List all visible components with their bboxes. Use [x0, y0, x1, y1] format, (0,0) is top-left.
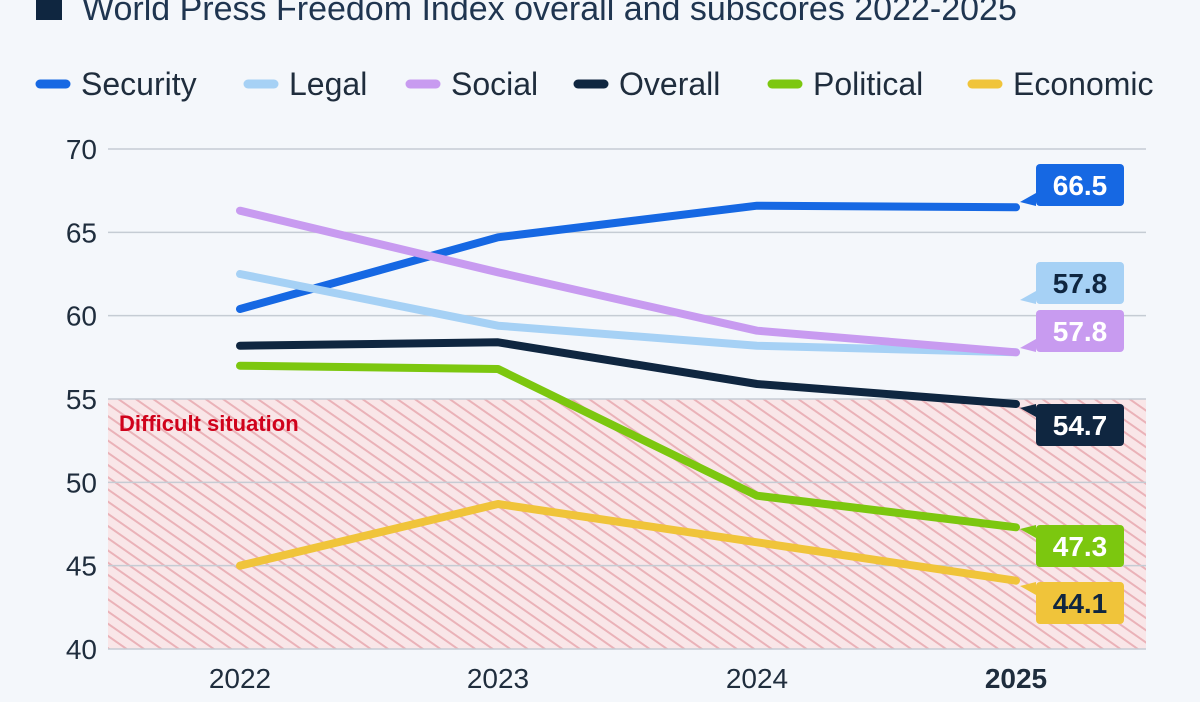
legend-item-legal: Legal [243, 66, 367, 102]
end-label-value: 57.8 [1053, 316, 1108, 347]
legend-item-political: Political [767, 66, 923, 102]
legend-label: Legal [289, 66, 367, 102]
end-label-value: 47.3 [1053, 531, 1108, 562]
legend-label: Overall [619, 66, 720, 102]
end-label-pointer [1020, 291, 1036, 304]
end-label-pointer [1020, 525, 1036, 538]
series-line-economic [236, 500, 1020, 585]
series-line-security [236, 201, 1020, 313]
end-label-social: 57.8 [1020, 310, 1124, 352]
end-label-overall: 54.7 [1020, 404, 1124, 446]
x-tick-label: 2024 [726, 663, 788, 694]
end-label-economic: 44.1 [1020, 582, 1124, 624]
zone-label: Difficult situation [119, 411, 299, 436]
end-label-box [1036, 310, 1124, 352]
gridlines [108, 148, 1146, 650]
legend: Security Legal Social Overall Political Econo… [35, 66, 1154, 102]
end-label-value: 66.5 [1053, 170, 1108, 201]
end-label-value: 44.1 [1053, 588, 1108, 619]
series-lines [236, 201, 1020, 585]
end-label-security: 66.5 [1020, 164, 1124, 206]
series-line-political [236, 361, 1020, 532]
end-label-pointer [1020, 404, 1036, 417]
series-line-social [236, 206, 1020, 357]
end-label-box [1036, 582, 1124, 624]
end-label-box [1036, 404, 1124, 446]
x-tick-label: 2025 [985, 663, 1047, 694]
y-tick-label: 70 [66, 134, 97, 165]
end-label-legal: 57.8 [1020, 262, 1124, 304]
end-label-box [1036, 262, 1124, 304]
y-tick-label: 60 [66, 301, 97, 332]
series-line-overall [236, 338, 1020, 408]
y-tick-label: 40 [66, 634, 97, 665]
end-label-pointer [1020, 582, 1036, 595]
end-label-pointer [1020, 193, 1036, 206]
title-square-icon [36, 0, 62, 20]
x-axis: 2022 2023 2024 2025 [209, 663, 1047, 694]
end-label-value: 57.8 [1053, 268, 1108, 299]
chart-title-text: World Press Freedom Index overall and su… [82, 0, 1017, 28]
legend-label: Social [451, 66, 538, 102]
x-tick-label: 2022 [209, 663, 271, 694]
legend-item-economic: Economic [967, 66, 1154, 102]
x-tick-label: 2023 [467, 663, 529, 694]
chart-title: World Press Freedom Index overall and su… [36, 0, 1017, 28]
legend-item-security: Security [35, 66, 197, 102]
end-labels: 66.5 57.8 57.8 54.7 47.3 44.1 [1020, 164, 1124, 624]
y-tick-label: 55 [66, 384, 97, 415]
end-label-box [1036, 164, 1124, 206]
legend-item-social: Social [405, 66, 538, 102]
series-line-legal [236, 270, 1020, 357]
y-tick-label: 65 [66, 217, 97, 248]
legend-label: Security [81, 66, 197, 102]
y-tick-label: 50 [66, 467, 97, 498]
end-label-political: 47.3 [1020, 525, 1124, 567]
legend-label: Political [813, 66, 923, 102]
y-axis: 40 45 50 55 60 65 70 [66, 134, 97, 665]
legend-item-overall: Overall [573, 66, 720, 102]
legend-label: Economic [1013, 66, 1154, 102]
end-label-box [1036, 525, 1124, 567]
end-label-pointer [1020, 339, 1036, 352]
end-label-value: 54.7 [1053, 410, 1108, 441]
y-tick-label: 45 [66, 551, 97, 582]
